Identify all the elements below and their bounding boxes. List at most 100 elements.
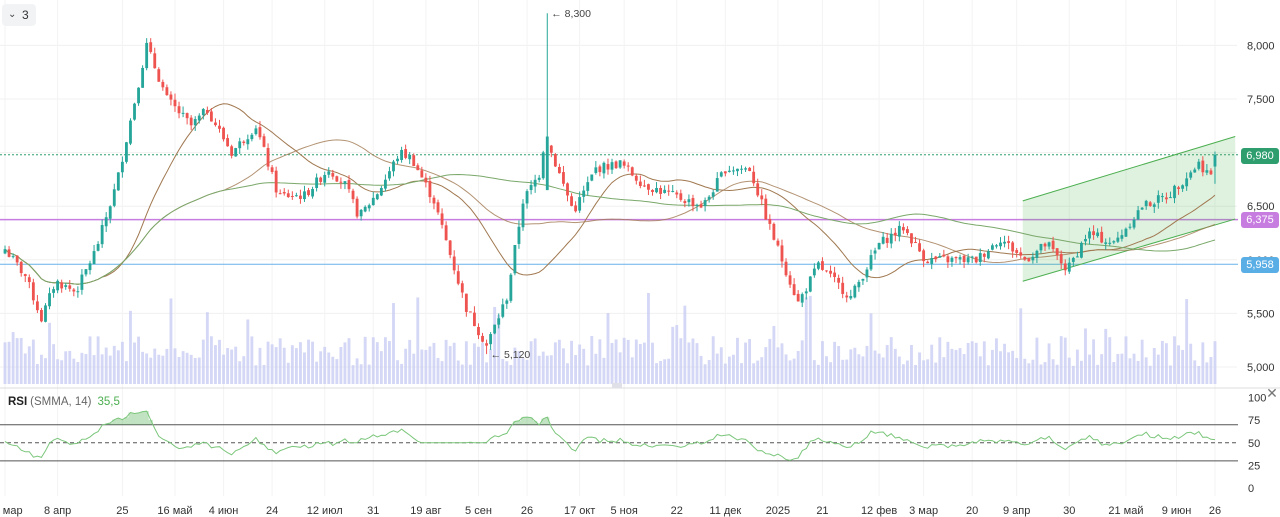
candle-body — [1189, 172, 1193, 178]
volume-bar — [44, 358, 47, 384]
candle-body — [84, 269, 88, 275]
candle-body — [829, 270, 832, 274]
candle-body — [962, 255, 966, 262]
volume-bar — [11, 332, 15, 384]
volume-bar — [914, 364, 917, 384]
candle-body — [189, 117, 193, 126]
candle-body — [1185, 178, 1189, 187]
candle-body — [7, 249, 11, 257]
volume-bar — [582, 348, 586, 384]
candle-body — [278, 193, 282, 195]
volume-bar — [533, 338, 537, 384]
candle-body — [319, 177, 323, 182]
volume-bar — [7, 341, 11, 384]
volume-bar — [286, 362, 290, 384]
candle-body — [153, 53, 157, 69]
candle-body — [161, 81, 165, 88]
candle-body — [1019, 252, 1023, 256]
candle-body — [995, 245, 998, 247]
volume-bar — [1096, 364, 1100, 384]
candle-body — [1047, 242, 1051, 247]
candle-body — [610, 162, 614, 170]
volume-bar — [290, 345, 294, 384]
candle-body — [1173, 185, 1176, 199]
candle-body — [307, 190, 310, 196]
volume-bar — [396, 360, 399, 384]
candle-body — [444, 225, 448, 241]
rsi-overbought-fill — [533, 421, 538, 425]
volume-bar — [84, 354, 88, 384]
volume-bar — [485, 362, 488, 384]
candle-body — [954, 257, 958, 259]
volume-bar — [197, 357, 201, 384]
candle-body — [371, 197, 375, 206]
candle-body — [873, 250, 877, 254]
volume-bar — [169, 298, 173, 384]
candle-body — [1112, 241, 1116, 243]
candle-body — [35, 301, 39, 311]
volume-bar — [31, 339, 35, 384]
close-icon[interactable]: ✕ — [1266, 385, 1278, 401]
rsi-y-tick-label: 0 — [1248, 483, 1254, 495]
x-tick-label: 12 фев — [861, 505, 897, 517]
volume-bar — [218, 339, 221, 384]
volume-bar — [19, 337, 23, 384]
candle-body — [877, 242, 881, 250]
volume-bar — [56, 359, 60, 384]
chevron-down-icon: ⌄ — [8, 9, 17, 20]
candle-body — [323, 174, 327, 183]
candle-body — [1140, 207, 1144, 210]
volume-bar — [873, 350, 877, 384]
candle-body — [120, 161, 124, 173]
candle-body — [825, 270, 828, 272]
volume-bar — [477, 346, 480, 384]
volume-bar — [456, 360, 460, 384]
volume-bar — [88, 336, 92, 384]
candle-body — [303, 191, 306, 200]
volume-bar — [52, 344, 56, 384]
volume-bar — [60, 360, 64, 384]
candle-body — [80, 274, 84, 290]
volume-bar — [833, 341, 837, 384]
blue-level-badge: 5,958 — [1241, 257, 1279, 273]
rsi-params: (SMMA, 14) — [30, 396, 92, 408]
candle-body — [910, 233, 913, 244]
rsi-overbought-fill — [124, 417, 129, 425]
candle-body — [464, 293, 468, 312]
rsi-overbought-fill — [116, 417, 121, 425]
volume-bar — [258, 347, 262, 384]
volume-bar — [1039, 364, 1043, 384]
candle-body — [145, 42, 149, 69]
x-tick-label: 21 май — [1108, 505, 1143, 517]
candle-body — [230, 146, 234, 156]
candle-body — [64, 285, 68, 287]
volume-bar — [679, 338, 683, 384]
candle-body — [978, 253, 982, 263]
candle-body — [165, 87, 169, 96]
candle-body — [282, 191, 286, 194]
volume-bar — [537, 355, 541, 384]
candle-body — [558, 166, 561, 174]
volume-bar — [792, 358, 796, 384]
candle-body — [266, 148, 270, 167]
volume-bar — [1055, 364, 1059, 384]
x-tick-label: 22 — [671, 505, 683, 517]
x-tick-label: 21 — [816, 505, 828, 517]
candle-body — [966, 257, 970, 263]
volume-bar — [323, 346, 327, 384]
candle-body — [52, 289, 55, 293]
candle-body — [655, 187, 658, 193]
collapse-indicators-button[interactable]: ⌄ 3 — [2, 4, 36, 26]
candle-body — [833, 272, 837, 278]
candle-body — [541, 152, 545, 179]
volume-bar — [278, 338, 282, 384]
volume-bar — [1067, 357, 1071, 384]
candle-body — [752, 171, 756, 184]
volume-bar — [274, 347, 278, 384]
candle-body — [424, 177, 428, 183]
rsi-overbought-fill — [512, 421, 517, 425]
moving-average-short — [4, 103, 1216, 285]
candle-body — [841, 282, 845, 294]
volume-bar — [436, 357, 440, 384]
